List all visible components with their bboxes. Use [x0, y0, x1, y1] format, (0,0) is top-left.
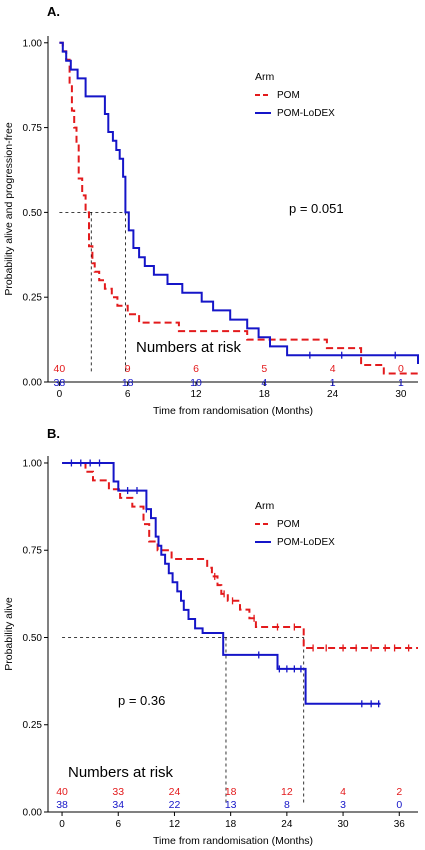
risk-value-pom-lodex: 1 — [330, 377, 336, 389]
x-tick-label: 24 — [281, 819, 293, 830]
legend-label: POM-LoDEX — [277, 537, 335, 548]
numbers-at-risk-title: Numbers at risk — [136, 339, 242, 356]
risk-value-pom-lodex: 3 — [340, 799, 346, 811]
panel-label: B. — [47, 426, 60, 441]
risk-value-pom-lodex: 18 — [122, 377, 134, 389]
x-tick-label: 6 — [125, 389, 131, 400]
risk-value-pom: 40 — [56, 786, 68, 798]
x-tick-label: 30 — [338, 819, 350, 830]
risk-value-pom-lodex: 0 — [396, 799, 402, 811]
risk-value-pom: 5 — [261, 363, 267, 375]
km-curve-pom — [59, 41, 418, 375]
x-tick-label: 0 — [57, 389, 63, 400]
risk-value-pom: 18 — [225, 786, 237, 798]
p-value: p = 0.36 — [118, 693, 165, 708]
x-tick-label: 6 — [115, 819, 121, 830]
legend-title: Arm — [255, 71, 275, 83]
risk-value-pom-lodex: 1 — [398, 377, 404, 389]
risk-value-pom: 33 — [112, 786, 124, 798]
risk-value-pom-lodex: 10 — [190, 377, 202, 389]
risk-value-pom-lodex: 13 — [225, 799, 237, 811]
x-tick-label: 12 — [190, 389, 202, 400]
legend-title: Arm — [255, 500, 275, 512]
x-tick-label: 0 — [59, 819, 65, 830]
y-tick-label: 0.75 — [23, 546, 43, 557]
x-tick-label: 24 — [327, 389, 339, 400]
y-tick-label: 1.00 — [23, 38, 43, 49]
risk-value-pom-lodex: 8 — [284, 799, 290, 811]
panel-label: A. — [47, 4, 60, 19]
risk-value-pom: 4 — [340, 786, 346, 798]
x-tick-label: 36 — [394, 819, 406, 830]
risk-value-pom-lodex: 38 — [54, 377, 66, 389]
risk-value-pom: 2 — [396, 786, 402, 798]
risk-value-pom-lodex: 22 — [169, 799, 181, 811]
risk-value-pom-lodex: 34 — [112, 799, 124, 811]
risk-value-pom-lodex: 38 — [56, 799, 68, 811]
risk-value-pom: 0 — [398, 363, 404, 375]
y-tick-label: 0.75 — [23, 123, 43, 134]
y-tick-label: 0.25 — [23, 293, 43, 304]
y-tick-label: 0.00 — [23, 808, 43, 819]
y-tick-label: 0.25 — [23, 720, 43, 731]
y-tick-label: 0.50 — [23, 208, 43, 219]
km-curve-pom-lodex — [62, 462, 381, 705]
x-tick-label: 18 — [225, 819, 237, 830]
km-curve-pom-lodex — [59, 41, 419, 364]
x-tick-label: 18 — [259, 389, 271, 400]
y-axis-title: Probability alive — [3, 597, 15, 671]
numbers-at-risk-title: Numbers at risk — [68, 764, 174, 781]
y-tick-label: 0.50 — [23, 633, 43, 644]
risk-value-pom: 9 — [125, 363, 131, 375]
y-axis-title: Probability alive and progression-free — [3, 122, 15, 296]
risk-value-pom: 24 — [169, 786, 181, 798]
risk-value-pom-lodex: 4 — [261, 377, 267, 389]
risk-value-pom: 4 — [330, 363, 336, 375]
y-tick-label: 0.00 — [23, 378, 43, 389]
x-axis-title: Time from randomisation (Months) — [153, 405, 313, 417]
p-value: p = 0.051 — [289, 201, 344, 216]
x-tick-label: 12 — [169, 819, 181, 830]
legend-label: POM — [277, 90, 300, 101]
risk-value-pom: 6 — [193, 363, 199, 375]
km-panel-1: A. 0.00 0.25 0.50 0.75 1.00 0 6 12 18 24 30 Time fro… — [3, 4, 419, 417]
x-axis-title: Time from randomisation (Months) — [153, 835, 313, 847]
legend-label: POM-LoDEX — [277, 108, 335, 119]
y-tick-label: 1.00 — [23, 458, 43, 469]
legend-label: POM — [277, 519, 300, 530]
km-curve-pom — [62, 462, 418, 649]
risk-value-pom: 40 — [54, 363, 66, 375]
risk-value-pom: 12 — [281, 786, 293, 798]
x-tick-label: 30 — [395, 389, 407, 400]
